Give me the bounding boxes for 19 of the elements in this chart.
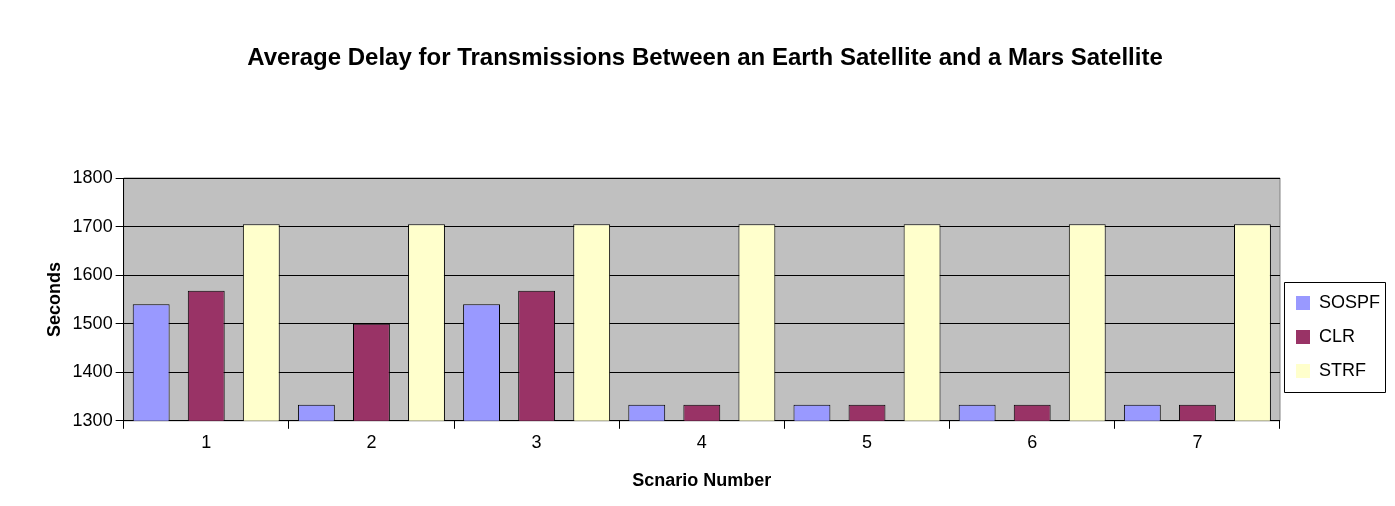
x-tick-label: 2	[366, 431, 377, 452]
legend-label: CLR	[1318, 325, 1355, 346]
x-tick-label: 3	[531, 431, 542, 452]
y-tick-label: 1500	[72, 312, 113, 333]
x-tick-label: 1	[201, 431, 212, 452]
x-tick-label: 4	[696, 431, 707, 452]
x-tick-label: 5	[862, 431, 873, 452]
legend-label: SOSPF	[1318, 291, 1380, 312]
y-tick-label: 1800	[72, 166, 113, 187]
y-tick-label: 1700	[72, 215, 113, 236]
x-tick-label: 7	[1192, 431, 1203, 452]
y-tick-label: 1400	[72, 361, 113, 382]
y-axis-title: Seconds	[43, 261, 64, 337]
x-axis-title: Scnario Number	[632, 470, 772, 491]
y-tick-label: 1600	[72, 264, 113, 285]
chart-title: Average Delay for Transmissions Between an Earth Satellite and a Mars Satellite	[246, 42, 1164, 72]
legend-label: STRF	[1318, 359, 1366, 380]
y-tick-label: 1300	[72, 409, 113, 430]
x-tick-label: 6	[1027, 431, 1038, 452]
